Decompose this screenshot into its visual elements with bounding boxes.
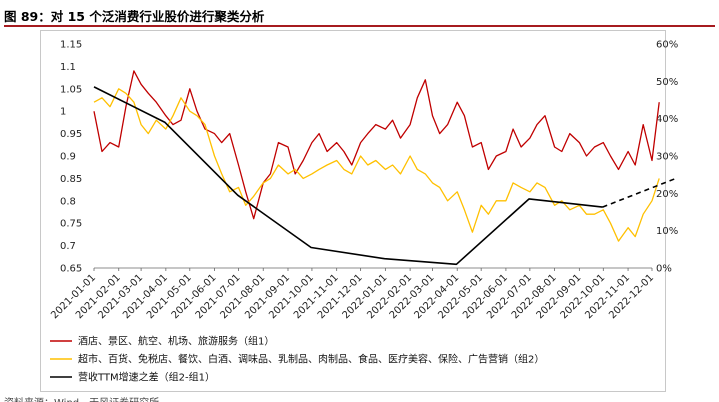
source-note: 资料来源：Wind，天风证券研究所 xyxy=(4,394,159,402)
title-rule xyxy=(4,25,715,27)
left-y-tick-label: 0.75 xyxy=(60,219,82,230)
right-y-tick-label: 20% xyxy=(656,189,678,200)
figure-title: 图 89：对 15 个泛消费行业股价进行聚类分析 xyxy=(4,9,265,24)
right-y-tick-label: 0% xyxy=(656,264,672,275)
right-y-tick-label: 30% xyxy=(656,152,678,163)
legend-label: 超市、百货、免税店、餐饮、白酒、调味品、乳制品、肉制品、食品、医疗美容、保险、广… xyxy=(78,353,544,366)
ttm-diff-forecast-line xyxy=(602,177,677,208)
left-y-tick-label: 0.8 xyxy=(60,196,76,207)
left-y-tick-label: 1 xyxy=(60,107,66,118)
left-y-tick-label: 0.85 xyxy=(60,174,82,185)
left-y-tick-label: 1.15 xyxy=(60,40,82,51)
group2-line xyxy=(93,88,660,242)
legend-label: 营收TTM增速之差（组2-组1） xyxy=(78,371,215,384)
left-y-tick-label: 0.9 xyxy=(60,152,76,163)
left-y-tick-label: 0.95 xyxy=(60,129,82,140)
right-y-tick-label: 60% xyxy=(656,40,678,51)
left-y-tick-label: 1.1 xyxy=(60,62,76,73)
left-y-tick-label: 1.05 xyxy=(60,84,82,95)
right-y-tick-label: 40% xyxy=(656,114,678,125)
right-y-tick-label: 50% xyxy=(656,77,678,88)
right-y-axis: 60% 50% 40% 30% 20% 10% 0% xyxy=(656,40,678,275)
group1-line xyxy=(93,70,660,220)
left-y-axis: 1.15 1.1 1.05 1 0.95 0.9 0.85 0.8 0.75 0.7 0.65 xyxy=(60,40,82,275)
legend-label: 酒店、景区、航空、机场、旅游服务（组1） xyxy=(78,335,274,348)
legend: 酒店、景区、航空、机场、旅游服务（组1） 超市、百货、免税店、餐饮、白酒、调味品、… xyxy=(50,335,544,384)
chart-frame xyxy=(40,30,666,392)
left-y-tick-label: 0.7 xyxy=(60,241,76,252)
series-lines xyxy=(93,70,677,266)
ttm-diff-line xyxy=(93,86,603,266)
left-y-tick-label: 0.65 xyxy=(60,264,82,275)
right-y-tick-label: 10% xyxy=(656,226,678,237)
x-axis: 2021-01-012021-02-012021-03-012021-04-01… xyxy=(49,267,656,321)
